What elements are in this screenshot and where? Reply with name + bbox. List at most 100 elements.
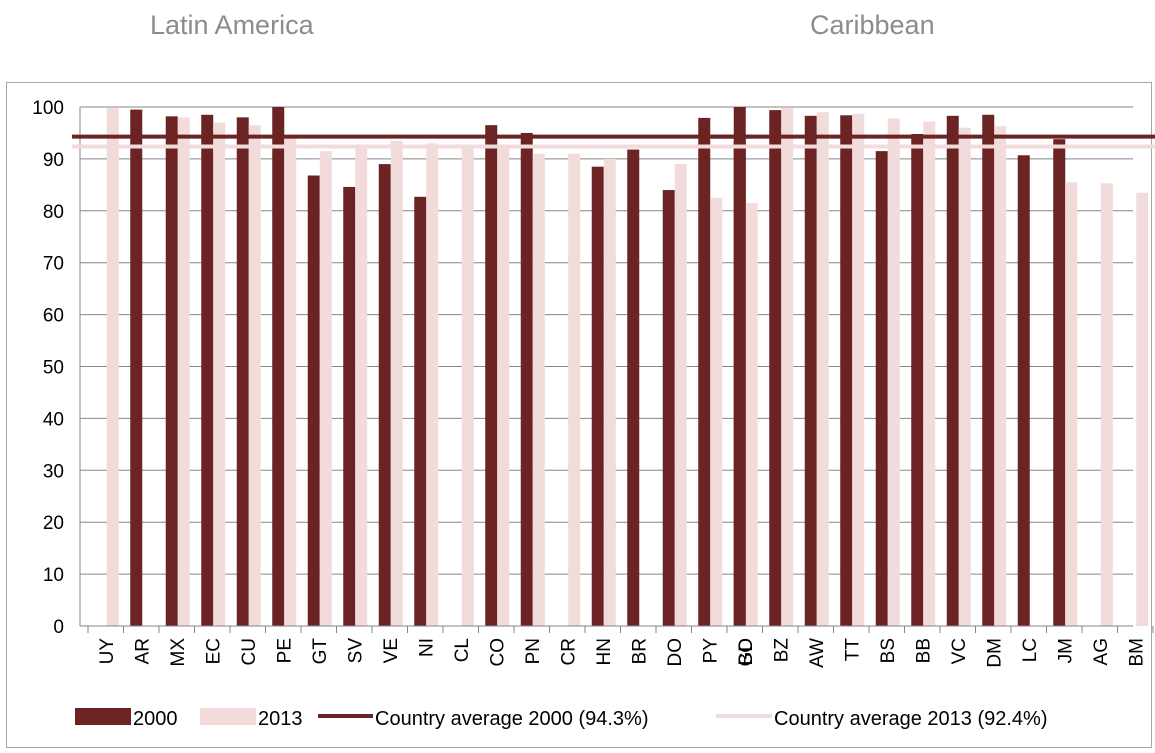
y-tick-label: 10 (43, 565, 64, 586)
bar-2000-JM (1053, 139, 1066, 627)
y-tick-label: 50 (43, 358, 64, 379)
bar-2000-CU (236, 117, 249, 626)
legend-label: 2000 (133, 708, 178, 730)
bar-2000-AR (130, 109, 143, 627)
x-tick-label: PE (274, 638, 295, 663)
legend-label: Country average 2013 (92.4%) (774, 708, 1048, 730)
y-tick-label: 100 (32, 98, 64, 119)
y-tick-label: 20 (43, 513, 64, 534)
x-tick-label: MX (168, 638, 189, 667)
x-tick-label: LC (1020, 638, 1041, 662)
bar-2013-BZ (781, 108, 794, 626)
x-tick-label: UY (97, 638, 118, 665)
bar-2013-VC (958, 127, 971, 626)
bar-2013-AG (1100, 183, 1113, 626)
bar-2000-BS (875, 151, 888, 627)
bar-2000-BB (911, 133, 924, 626)
legend-label: 2013 (258, 708, 303, 730)
bar-2000-EC (201, 114, 214, 626)
panel-title-caribbean: Caribbean (810, 10, 935, 40)
bar-2013-PN (532, 153, 545, 626)
x-tick-label: VC (949, 638, 970, 664)
y-tick-label: 0 (53, 617, 64, 638)
legend-label: Country average 2000 (94.3%) (375, 708, 649, 730)
bar-2000-LC (1017, 155, 1030, 626)
x-tick-label: DM (984, 638, 1005, 668)
legend-swatch-2013 (200, 708, 256, 725)
bar-2013-CO (497, 145, 510, 627)
bar-2000-VC (946, 115, 959, 626)
bar-2013-TT (852, 113, 865, 626)
x-tick-label: AW (807, 638, 828, 668)
bar-2000-BR (627, 149, 640, 627)
bar-2013-DO (674, 164, 687, 626)
bar-2000-DO (662, 190, 675, 627)
bar-2013-UY (106, 108, 119, 626)
bar-2013-JM (1065, 182, 1078, 626)
x-tick-label: SV (345, 638, 366, 664)
bar-2013-BM (1136, 192, 1149, 626)
bar-2013-CL (461, 148, 474, 626)
x-tick-label: GD (736, 638, 757, 667)
bar-2000-PE (272, 107, 285, 626)
bar-2013-GT (319, 151, 332, 627)
x-tick-label: NI (416, 638, 437, 657)
x-tick-label: CO (487, 638, 508, 667)
x-tick-label: BR (629, 638, 650, 664)
x-tick-label: HN (594, 638, 615, 665)
chart-frame (6, 82, 1152, 748)
bar-2000-GT (307, 175, 320, 626)
y-tick-label: 70 (43, 254, 64, 275)
x-tick-label: BM (1126, 638, 1147, 667)
bar-2000-NI (414, 196, 427, 627)
bar-2013-AW (816, 112, 829, 626)
bar-2013-PY (710, 197, 723, 626)
bar-2013-MX (177, 117, 190, 626)
bar-2000-BZ (769, 110, 782, 626)
bar-2013-BS (887, 118, 900, 626)
y-tick-label: 40 (43, 409, 64, 430)
bar-2013-CU (248, 125, 261, 626)
bar-2000-HN (591, 166, 604, 626)
y-tick-label: 30 (43, 461, 64, 482)
bar-2013-PE (284, 138, 297, 626)
bar-2000-CO (485, 125, 498, 626)
x-tick-label: EC (203, 638, 224, 664)
y-tick-label: 60 (43, 306, 64, 327)
x-tick-label: AG (1091, 638, 1112, 665)
x-tick-label: CL (452, 638, 473, 662)
x-tick-label: TT (842, 638, 863, 662)
x-tick-label: PY (700, 638, 721, 664)
bar-2013-DM (994, 126, 1007, 626)
x-tick-label: BB (913, 638, 934, 663)
bar-2013-NI (426, 143, 439, 626)
bar-2000-PN (520, 132, 533, 626)
bar-2013-CR (568, 153, 581, 626)
bar-2000-SV (343, 186, 356, 626)
x-tick-label: CR (558, 638, 579, 665)
legend-swatch-2000 (75, 708, 131, 725)
x-tick-label: BO (736, 638, 757, 665)
bar-2013-BB (923, 121, 936, 627)
bar-2000-PY (698, 117, 711, 627)
bar-2013-BO (745, 203, 758, 626)
bar-2000-DM (982, 114, 995, 626)
x-tick-label: GT (310, 638, 331, 665)
x-tick-label: AR (132, 638, 153, 664)
y-tick-label: 90 (43, 150, 64, 171)
x-tick-label: PN (523, 638, 544, 664)
bar-2013-EC (213, 122, 226, 626)
x-tick-label: BZ (771, 638, 792, 663)
x-tick-label: DO (665, 638, 686, 667)
x-tick-label: JM (1055, 638, 1076, 663)
bar-2000-TT (840, 115, 853, 626)
panel-title-latin-america: Latin America (150, 10, 314, 40)
bar-2000-MX (165, 116, 178, 626)
x-tick-label: VE (381, 638, 402, 663)
x-tick-label: CU (239, 638, 260, 665)
bar-2000-VE (378, 164, 391, 626)
bar-2013-VE (390, 140, 403, 627)
y-tick-label: 80 (43, 202, 64, 223)
